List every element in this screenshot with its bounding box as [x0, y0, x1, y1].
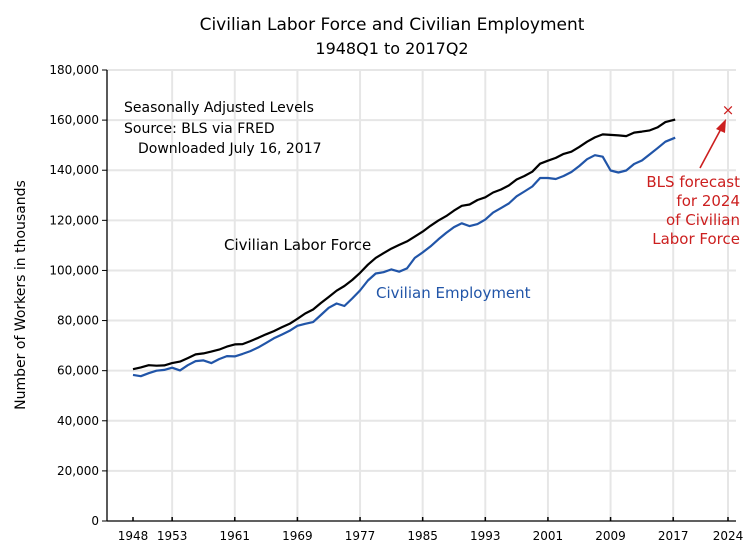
employment-label: Civilian Employment	[376, 284, 531, 302]
x-tick-label: 1953	[157, 529, 188, 543]
x-tick-label: 2001	[533, 529, 564, 543]
note-source: Source: BLS via FRED	[124, 121, 275, 137]
note-seasonally-adjusted: Seasonally Adjusted Levels	[124, 100, 314, 116]
employment-line	[132, 136, 676, 378]
y-tick-label: 160,000	[49, 113, 99, 127]
forecast-label-line-1: BLS forecast	[646, 173, 740, 191]
y-tick-label: 180,000	[49, 63, 99, 77]
x-tick-label: 1985	[407, 529, 438, 543]
forecast-label-line-4: Labor Force	[652, 230, 740, 248]
y-tick-label: 100,000	[49, 263, 99, 277]
forecast-arrow-shaft	[699, 126, 723, 169]
y-tick-label: 140,000	[49, 163, 99, 177]
x-axis: 1948 1953 1961 1969 1977 1985 1993 2001 2009 2017…	[107, 517, 743, 543]
y-tick-label: 80,000	[57, 314, 99, 328]
x-tick-label: 2009	[595, 529, 626, 543]
x-tick-label: 1948	[118, 529, 149, 543]
forecast-label-line-3: of Civilian	[666, 211, 740, 229]
x-tick-label: 2017	[658, 529, 689, 543]
y-axis-label: Number of Workers in thousands	[13, 180, 29, 410]
y-tick-label: 0	[91, 514, 99, 528]
x-tick-label: 1961	[220, 529, 251, 543]
y-tick-label: 60,000	[57, 364, 99, 378]
note-downloaded: Downloaded July 16, 2017	[138, 141, 322, 157]
y-tick-label: 20,000	[57, 464, 99, 478]
x-tick-label: 1993	[470, 529, 501, 543]
y-tick-label: 40,000	[57, 414, 99, 428]
chart-subtitle: 1948Q1 to 2017Q2	[315, 39, 468, 58]
labor-force-line	[132, 118, 676, 371]
chart-title: Civilian Labor Force and Civilian Employ…	[200, 15, 585, 35]
x-tick-label: 1969	[282, 529, 313, 543]
forecast-arrow-head	[716, 119, 726, 133]
x-tick-label: 1977	[345, 529, 376, 543]
x-tick-label: 2024	[713, 529, 744, 543]
forecast-label-line-2: for 2024	[676, 192, 740, 210]
gridlines	[107, 69, 736, 521]
labor-force-label: Civilian Labor Force	[224, 236, 371, 254]
series-group	[132, 118, 676, 378]
forecast-marker: ×	[722, 101, 735, 119]
y-tick-label: 120,000	[49, 213, 99, 227]
y-axis: 0 20,000 40,000 60,000 80,000 100,000 120,000 1…	[49, 63, 108, 528]
